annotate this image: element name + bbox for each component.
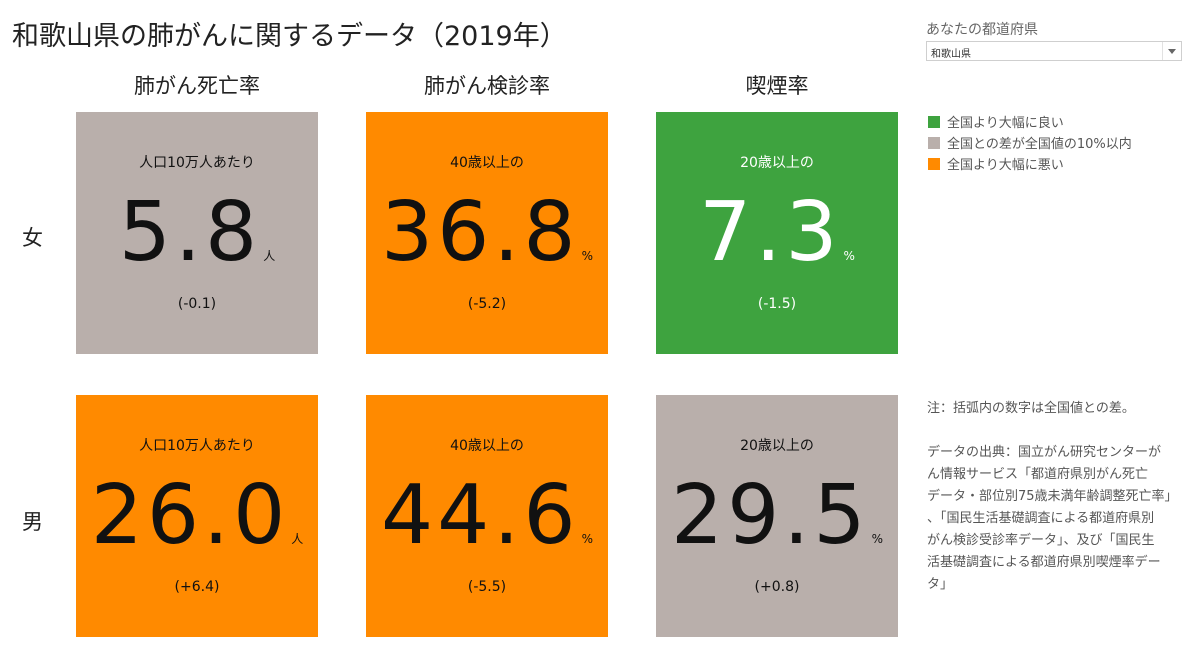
- tile-diff: (+6.4): [174, 579, 220, 595]
- tile-value: 5.8: [118, 185, 262, 280]
- source-line: データ・部位別75歳未満年齢調整死亡率」: [927, 489, 1178, 504]
- tile-subtitle: 人口10万人あたり: [139, 438, 255, 454]
- tile-value-wrap: 7.3%: [656, 192, 898, 274]
- tile-value-wrap: 36.8%: [366, 192, 608, 274]
- source-line: データの出典：国立がん研究センターが: [927, 445, 1162, 460]
- source-line: がん検診受診率データ」、及び「国民生: [927, 533, 1155, 548]
- legend-swatch: [928, 136, 940, 149]
- tile-value: 29.5: [671, 468, 870, 563]
- column-header-screening-rate: 肺がん検診率: [424, 74, 550, 98]
- tile-value-wrap: 5.8 人: [76, 192, 318, 274]
- tile-unit: 人: [263, 249, 276, 263]
- tile-subtitle: 40歳以上の: [450, 155, 524, 171]
- tile-value: 36.8: [381, 185, 580, 280]
- tile-diff: (-1.5): [757, 296, 797, 312]
- legend-item-better[interactable]: 全国より大幅に良い: [928, 111, 1132, 132]
- legend-label: 全国より大幅に良い: [947, 116, 1064, 131]
- note-line: 注：括弧内の数字は全国値との差。: [927, 401, 1135, 416]
- tile-subtitle: 40歳以上の: [450, 438, 524, 454]
- tile-male-smoking[interactable]: 20歳以上の 29.5% (+0.8): [656, 395, 898, 637]
- column-header-smoking-rate: 喫煙率: [745, 74, 809, 98]
- tile-subtitle: 20歳以上の: [740, 155, 814, 171]
- chevron-down-icon[interactable]: [1162, 42, 1181, 60]
- source-line: 活基礎調査による都道府県別喫煙率デー: [927, 555, 1161, 570]
- tile-diff: (-5.2): [467, 296, 507, 312]
- tile-value: 44.6: [381, 468, 580, 563]
- footnote: 注：括弧内の数字は全国値との差。 データの出典：国立がん研究センターが ん情報サ…: [927, 398, 1189, 596]
- tile-value: 7.3: [699, 185, 842, 280]
- row-label-male: 男: [22, 510, 43, 534]
- legend-swatch: [928, 115, 940, 128]
- tile-female-smoking[interactable]: 20歳以上の 7.3% (-1.5): [656, 112, 898, 354]
- tile-subtitle: 人口10万人あたり: [139, 155, 255, 171]
- source-line: ん情報サービス「都道府県別がん死亡: [927, 467, 1149, 482]
- tile-value-wrap: 29.5%: [656, 475, 898, 557]
- tile-diff: (+0.8): [754, 579, 800, 595]
- legend-label: 全国より大幅に悪い: [947, 158, 1064, 173]
- tile-diff: (-5.5): [467, 579, 507, 595]
- tile-unit: %: [581, 249, 593, 263]
- legend-item-worse[interactable]: 全国より大幅に悪い: [928, 153, 1132, 174]
- tile-female-mortality[interactable]: 人口10万人あたり 5.8 人 (-0.1): [76, 112, 318, 354]
- legend-swatch: [928, 157, 940, 170]
- source-line: タ」: [927, 577, 954, 592]
- tile-value-wrap: 44.6%: [366, 475, 608, 557]
- legend-label: 全国との差が全国値の10%以内: [947, 137, 1132, 152]
- tile-unit: %: [843, 249, 855, 263]
- tile-unit: %: [871, 532, 883, 546]
- source-line: 、「国民生活基礎調査による都道府県別: [927, 511, 1155, 526]
- tile-male-mortality[interactable]: 人口10万人あたり 26.0 人 (+6.4): [76, 395, 318, 637]
- prefecture-select-value: 和歌山県: [931, 49, 971, 60]
- tile-value: 26.0: [90, 468, 290, 563]
- page-title: 和歌山県の肺がんに関するデータ（2019年）: [12, 21, 567, 52]
- tile-male-screening[interactable]: 40歳以上の 44.6% (-5.5): [366, 395, 608, 637]
- tile-subtitle: 20歳以上の: [740, 438, 814, 454]
- legend-item-similar[interactable]: 全国との差が全国値の10%以内: [928, 132, 1132, 153]
- tile-diff: (-0.1): [177, 296, 217, 312]
- tile-value-wrap: 26.0 人: [76, 475, 318, 557]
- tile-unit: 人: [291, 532, 304, 546]
- tile-female-screening[interactable]: 40歳以上の 36.8% (-5.2): [366, 112, 608, 354]
- prefecture-select[interactable]: 和歌山県: [926, 41, 1182, 61]
- column-header-lung-cancer-mortality: 肺がん死亡率: [134, 74, 260, 98]
- tile-unit: %: [581, 532, 593, 546]
- legend: 全国より大幅に良い 全国との差が全国値の10%以内 全国より大幅に悪い: [928, 111, 1132, 174]
- row-label-female: 女: [22, 226, 43, 250]
- prefecture-selector-label: あなたの都道府県: [926, 22, 1038, 38]
